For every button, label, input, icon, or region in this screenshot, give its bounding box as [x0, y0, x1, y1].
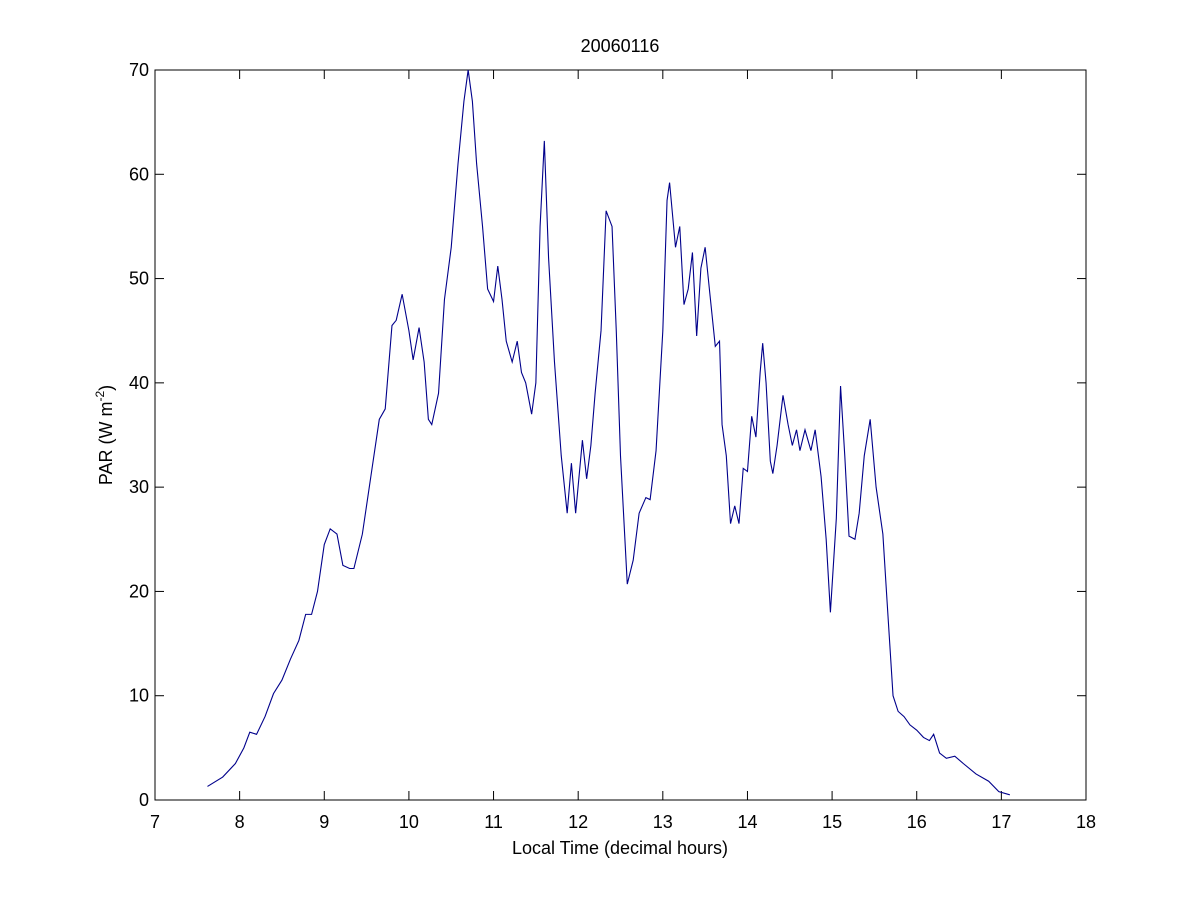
data-line: [207, 69, 1010, 796]
x-tick-label: 15: [822, 812, 842, 832]
y-label-tail: ): [96, 385, 116, 391]
x-tick-label: 10: [399, 812, 419, 832]
y-tick-label: 60: [129, 164, 149, 184]
y-tick-label: 40: [129, 373, 149, 393]
y-tick-label: 0: [139, 790, 149, 810]
x-axis-label: Local Time (decimal hours): [512, 838, 728, 858]
x-tick-label: 8: [235, 812, 245, 832]
y-tick-label: 50: [129, 269, 149, 289]
y-tick-label: 30: [129, 477, 149, 497]
y-tick-label: 70: [129, 60, 149, 80]
x-tick-label: 16: [907, 812, 927, 832]
x-tick-label: 7: [150, 812, 160, 832]
y-tick-label: 10: [129, 686, 149, 706]
plot-area: [154, 69, 1087, 801]
y-tick-label: 20: [129, 581, 149, 601]
x-tick-label: 12: [568, 812, 588, 832]
y-label-sup: -2: [93, 391, 107, 402]
y-axis-label: PAR (W m-2): [93, 385, 116, 485]
x-tick-label: 11: [484, 812, 503, 832]
y-label-text: PAR (W m: [96, 402, 116, 486]
x-tick-label: 9: [319, 812, 329, 832]
x-tick-label: 14: [737, 812, 757, 832]
chart-title: 20060116: [581, 36, 660, 56]
x-tick-label: 17: [991, 812, 1011, 832]
x-tick-label: 13: [653, 812, 673, 832]
x-tick-label: 18: [1076, 812, 1096, 832]
